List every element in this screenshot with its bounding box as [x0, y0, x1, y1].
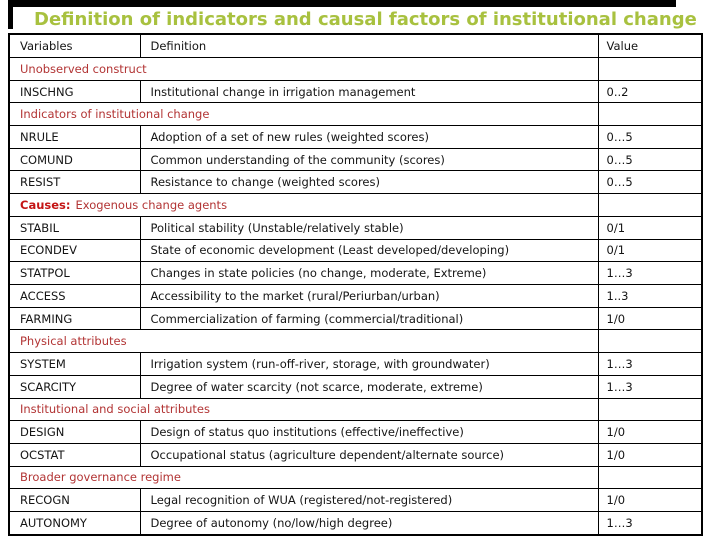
column-header-value: Value	[597, 33, 703, 58]
definition-cell: State of economic development (Least dev…	[139, 238, 599, 263]
definition-cell: Irrigation system (run-off-river, storag…	[139, 352, 599, 376]
table-row: INSCHNG Institutional change in irrigati…	[8, 79, 703, 104]
section-row: Indicators of institutional change	[8, 102, 703, 127]
section-label: Exogenous change agents	[75, 198, 228, 213]
value-cell: 1/0	[597, 306, 703, 331]
definition-cell: Political stability (Unstable/relatively…	[139, 215, 599, 240]
value-cell	[597, 397, 703, 422]
causes-prefix-label: Causes:	[20, 198, 71, 213]
variable-cell: SYSTEM	[8, 352, 141, 376]
value-cell	[597, 465, 703, 490]
section-row-causes: Causes: Exogenous change agents	[8, 193, 703, 217]
definition-cell: Common understanding of the community (s…	[139, 147, 599, 172]
definition-cell: Institutional change in irrigation manag…	[139, 79, 599, 104]
section-row: Unobserved construct	[8, 56, 703, 81]
variable-cell: OCSTAT	[8, 442, 141, 467]
value-cell: 1…3	[597, 374, 703, 399]
definition-cell: Design of status quo institutions (effec…	[139, 420, 599, 444]
section-label-cell: Causes: Exogenous change agents	[8, 193, 599, 217]
value-cell: 0/1	[597, 215, 703, 240]
accent-bar-horizontal	[13, 0, 676, 7]
value-cell	[597, 329, 703, 354]
variable-cell: INSCHNG	[8, 79, 141, 104]
variable-cell: COMUND	[8, 147, 141, 172]
value-cell	[597, 56, 703, 81]
section-label-cell: Indicators of institutional change	[8, 102, 599, 127]
variable-cell: DESIGN	[8, 420, 141, 444]
value-cell	[597, 102, 703, 127]
value-cell	[597, 193, 703, 217]
section-label-cell: Institutional and social attributes	[8, 397, 599, 422]
value-cell: 1..3	[597, 283, 703, 308]
definition-cell: Resistance to change (weighted scores)	[139, 170, 599, 195]
table-row: SCARCITY Degree of water scarcity (not s…	[8, 374, 703, 399]
value-cell: 0/1	[597, 238, 703, 263]
column-header-definition: Definition	[139, 33, 599, 58]
table-row: OCSTAT Occupational status (agriculture …	[8, 442, 703, 467]
table-row: SYSTEM Irrigation system (run-off-river,…	[8, 352, 703, 376]
table-row: AUTONOMY Degree of autonomy (no/low/high…	[8, 511, 703, 536]
variable-cell: STABIL	[8, 215, 141, 240]
value-cell: 1…3	[597, 352, 703, 376]
section-label-cell: Physical attributes	[8, 329, 599, 354]
value-cell: 1/0	[597, 442, 703, 467]
section-row: Broader governance regime	[8, 465, 703, 490]
page-title: Definition of indicators and causal fact…	[34, 9, 697, 30]
value-cell: 1…3	[597, 261, 703, 285]
value-cell: 1/0	[597, 420, 703, 444]
table-row: ECONDEV State of economic development (L…	[8, 238, 703, 263]
column-header-variables: Variables	[8, 33, 141, 58]
definition-cell: Degree of water scarcity (not scarce, mo…	[139, 374, 599, 399]
variable-cell: NRULE	[8, 125, 141, 149]
definition-cell: Adoption of a set of new rules (weighted…	[139, 125, 599, 149]
table-row: STABIL Political stability (Unstable/rel…	[8, 215, 703, 240]
definition-cell: Degree of autonomy (no/low/high degree)	[139, 511, 599, 536]
value-cell: 1…3	[597, 511, 703, 536]
value-cell: 0…5	[597, 147, 703, 172]
value-cell: 0..2	[597, 79, 703, 104]
table-row: STATPOL Changes in state policies (no ch…	[8, 261, 703, 285]
variable-cell: AUTONOMY	[8, 511, 141, 536]
definition-cell: Commercialization of farming (commercial…	[139, 306, 599, 331]
variable-cell: FARMING	[8, 306, 141, 331]
section-label-cell: Unobserved construct	[8, 56, 599, 81]
section-row: Physical attributes	[8, 329, 703, 354]
table-row: DESIGN Design of status quo institutions…	[8, 420, 703, 444]
variable-cell: ACCESS	[8, 283, 141, 308]
table-row: NRULE Adoption of a set of new rules (we…	[8, 125, 703, 149]
value-cell: 1/0	[597, 488, 703, 513]
variable-cell: RESIST	[8, 170, 141, 195]
value-cell: 0…5	[597, 170, 703, 195]
section-label-cell: Broader governance regime	[8, 465, 599, 490]
definition-cell: Occupational status (agriculture depende…	[139, 442, 599, 467]
table-row: ACCESS Accessibility to the market (rura…	[8, 283, 703, 308]
variable-cell: RECOGN	[8, 488, 141, 513]
variable-cell: STATPOL	[8, 261, 141, 285]
variable-cell: ECONDEV	[8, 238, 141, 263]
definition-cell: Legal recognition of WUA (registered/not…	[139, 488, 599, 513]
table-header-row: Variables Definition Value	[8, 33, 703, 58]
definitions-table: Variables Definition Value Unobserved co…	[8, 33, 703, 536]
definition-cell: Changes in state policies (no change, mo…	[139, 261, 599, 285]
variable-cell: SCARCITY	[8, 374, 141, 399]
definition-cell: Accessibility to the market (rural/Periu…	[139, 283, 599, 308]
value-cell: 0…5	[597, 125, 703, 149]
table-row: RESIST Resistance to change (weighted sc…	[8, 170, 703, 195]
accent-bar-vertical	[8, 0, 13, 29]
table-row: FARMING Commercialization of farming (co…	[8, 306, 703, 331]
section-row: Institutional and social attributes	[8, 397, 703, 422]
table-row: RECOGN Legal recognition of WUA (registe…	[8, 488, 703, 513]
table-row: COMUND Common understanding of the commu…	[8, 147, 703, 172]
